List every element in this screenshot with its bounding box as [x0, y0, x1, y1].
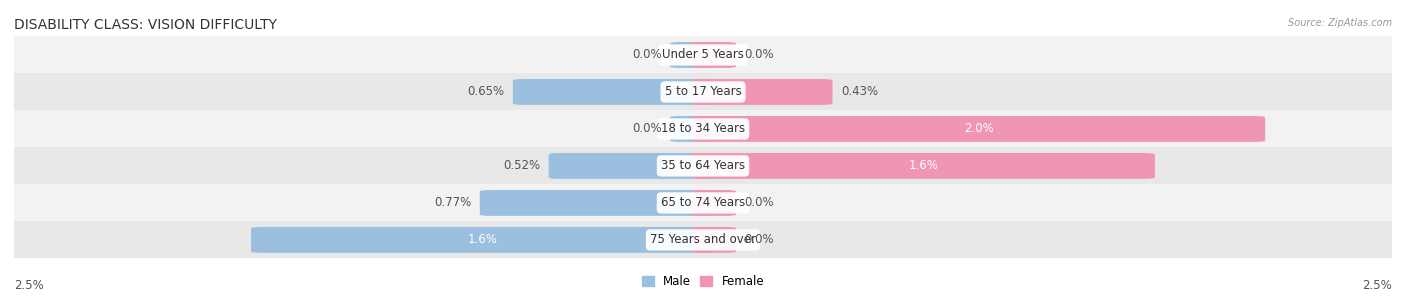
Text: 18 to 34 Years: 18 to 34 Years — [661, 123, 745, 136]
Legend: Male, Female: Male, Female — [637, 270, 769, 292]
Text: 1.6%: 1.6% — [468, 233, 498, 247]
FancyBboxPatch shape — [692, 79, 832, 105]
Text: 0.52%: 0.52% — [503, 159, 540, 172]
Text: 0.43%: 0.43% — [841, 85, 877, 98]
FancyBboxPatch shape — [692, 42, 737, 68]
Text: 0.0%: 0.0% — [744, 233, 773, 247]
Text: 1.6%: 1.6% — [908, 159, 938, 172]
Text: 75 Years and over: 75 Years and over — [650, 233, 756, 247]
FancyBboxPatch shape — [669, 42, 714, 68]
Bar — [14, 110, 1392, 147]
Bar — [14, 185, 1392, 221]
Text: 0.0%: 0.0% — [633, 123, 662, 136]
FancyBboxPatch shape — [479, 190, 714, 216]
FancyBboxPatch shape — [513, 79, 714, 105]
Text: 0.65%: 0.65% — [467, 85, 505, 98]
Text: 0.0%: 0.0% — [744, 196, 773, 209]
Bar — [14, 147, 1392, 185]
FancyBboxPatch shape — [252, 227, 714, 253]
Text: 2.5%: 2.5% — [14, 279, 44, 292]
FancyBboxPatch shape — [548, 153, 714, 179]
Text: 35 to 64 Years: 35 to 64 Years — [661, 159, 745, 172]
FancyBboxPatch shape — [692, 116, 1265, 142]
Bar — [14, 221, 1392, 258]
Text: 2.5%: 2.5% — [1362, 279, 1392, 292]
FancyBboxPatch shape — [692, 190, 737, 216]
Text: 5 to 17 Years: 5 to 17 Years — [665, 85, 741, 98]
Text: 0.77%: 0.77% — [434, 196, 471, 209]
Text: 65 to 74 Years: 65 to 74 Years — [661, 196, 745, 209]
FancyBboxPatch shape — [669, 116, 714, 142]
FancyBboxPatch shape — [692, 153, 1154, 179]
Text: 0.0%: 0.0% — [744, 48, 773, 61]
FancyBboxPatch shape — [692, 227, 737, 253]
Text: Under 5 Years: Under 5 Years — [662, 48, 744, 61]
Text: 2.0%: 2.0% — [963, 123, 994, 136]
Text: DISABILITY CLASS: VISION DIFFICULTY: DISABILITY CLASS: VISION DIFFICULTY — [14, 18, 277, 32]
Bar — [14, 74, 1392, 110]
Text: 0.0%: 0.0% — [633, 48, 662, 61]
Text: Source: ZipAtlas.com: Source: ZipAtlas.com — [1288, 18, 1392, 28]
Bar — [14, 36, 1392, 74]
